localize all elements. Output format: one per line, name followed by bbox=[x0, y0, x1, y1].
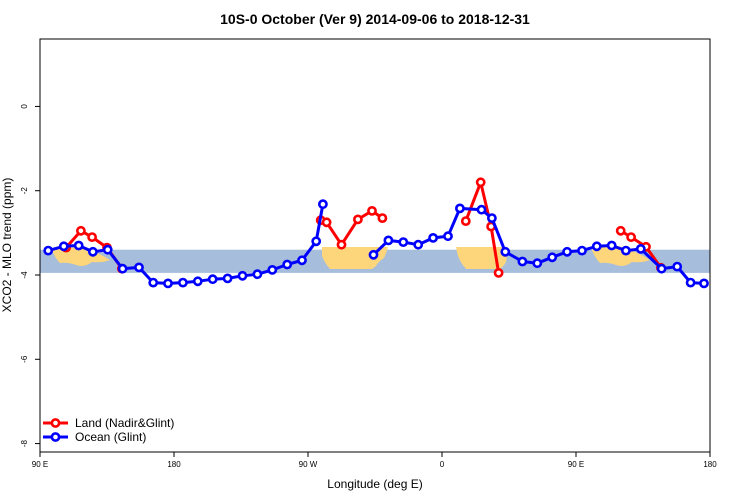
data-point bbox=[321, 217, 332, 228]
data-point bbox=[87, 232, 97, 242]
data-point bbox=[493, 267, 504, 278]
data-point bbox=[58, 241, 69, 252]
data-point bbox=[547, 252, 558, 263]
data-point bbox=[383, 235, 394, 246]
data-point bbox=[317, 199, 328, 210]
data-point bbox=[486, 213, 497, 223]
data-point bbox=[102, 244, 113, 255]
data-point bbox=[621, 245, 631, 256]
legend-marker bbox=[50, 418, 61, 428]
data-point bbox=[635, 243, 646, 254]
x-tick-label: 90 W bbox=[299, 460, 318, 469]
data-point bbox=[336, 239, 347, 250]
data-point bbox=[562, 246, 572, 257]
data-point bbox=[368, 249, 379, 260]
x-tick-label: 180 bbox=[703, 460, 717, 469]
y-tick-label: -4 bbox=[20, 271, 29, 279]
data-point bbox=[352, 214, 363, 225]
y-tick-label: -6 bbox=[20, 355, 29, 363]
y-axis-label: XCO2 - MLO trend (ppm) bbox=[0, 178, 14, 313]
x-tick-label: 90 E bbox=[568, 460, 584, 469]
data-point bbox=[476, 204, 487, 215]
data-point bbox=[615, 225, 626, 236]
data-point bbox=[656, 263, 667, 274]
data-point bbox=[297, 255, 307, 266]
plot-frame bbox=[39, 38, 711, 453]
data-point bbox=[88, 246, 98, 257]
data-point bbox=[606, 240, 617, 251]
series-ocean bbox=[43, 199, 709, 289]
data-point bbox=[591, 241, 602, 252]
data-point bbox=[163, 278, 173, 289]
x-tick-label: 0 bbox=[440, 460, 445, 469]
data-point bbox=[73, 240, 84, 251]
y-tick-label: -2 bbox=[20, 187, 29, 195]
data-point bbox=[237, 270, 248, 281]
legend-label: Ocean (Glint) bbox=[75, 430, 146, 444]
land-australia-right bbox=[592, 246, 650, 266]
data-point bbox=[377, 213, 388, 223]
legend-marker bbox=[50, 432, 61, 442]
data-point bbox=[517, 256, 528, 267]
data-point bbox=[207, 274, 218, 285]
legend-label: Land (Nadir&Glint) bbox=[75, 416, 174, 430]
land-africa bbox=[456, 247, 507, 269]
x-axis-label: Longitude (deg E) bbox=[327, 477, 422, 491]
data-point bbox=[134, 262, 144, 273]
data-point bbox=[672, 261, 683, 272]
y-tick-label: 0 bbox=[20, 104, 29, 109]
data-point bbox=[148, 277, 159, 288]
series-layer bbox=[43, 177, 709, 289]
y-axis: 0 -2 -4 -6 -8 bbox=[20, 104, 40, 447]
data-point bbox=[413, 239, 424, 250]
data-point bbox=[43, 245, 54, 256]
data-point bbox=[367, 205, 377, 216]
data-point bbox=[252, 269, 263, 280]
data-point bbox=[626, 232, 636, 242]
data-point bbox=[76, 225, 86, 236]
data-point bbox=[117, 263, 128, 274]
data-point bbox=[192, 276, 203, 287]
data-point bbox=[282, 259, 293, 270]
data-point bbox=[532, 258, 543, 269]
data-point bbox=[443, 231, 453, 242]
data-point bbox=[398, 237, 409, 247]
series-line bbox=[464, 180, 501, 274]
data-point bbox=[454, 203, 465, 214]
data-point bbox=[267, 264, 278, 275]
data-point bbox=[699, 278, 709, 289]
data-point bbox=[500, 246, 511, 257]
data-point bbox=[475, 177, 486, 188]
data-point bbox=[222, 273, 233, 284]
x-tick-label: 90 E bbox=[32, 460, 48, 469]
series-line bbox=[320, 209, 384, 247]
x-tick-label: 180 bbox=[167, 460, 181, 469]
x-axis: 90 E 180 90 W 0 90 E 180 bbox=[32, 452, 717, 469]
data-point bbox=[428, 232, 438, 243]
series-line bbox=[619, 229, 663, 269]
y-tick-label: -8 bbox=[20, 439, 29, 447]
data-point bbox=[311, 236, 322, 247]
data-point bbox=[460, 216, 471, 226]
chart-title: 10S-0 October (Ver 9) 2014-09-06 to 2018… bbox=[220, 11, 530, 27]
data-point bbox=[177, 277, 188, 288]
data-point bbox=[577, 245, 587, 256]
data-point bbox=[685, 277, 696, 288]
legend: Land (Nadir&Glint)Ocean (Glint) bbox=[43, 416, 174, 444]
